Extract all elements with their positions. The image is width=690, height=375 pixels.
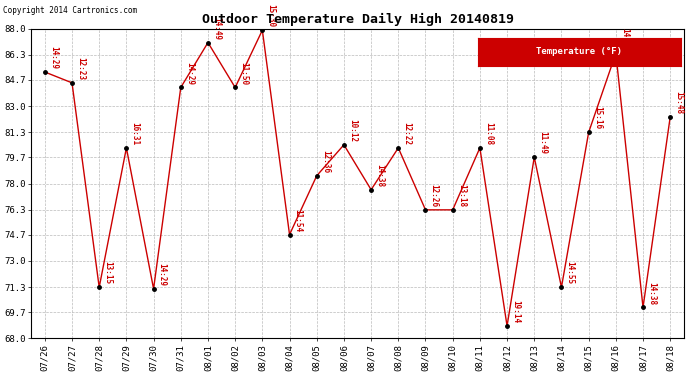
- Text: 16:31: 16:31: [130, 122, 139, 145]
- Text: 14:38: 14:38: [375, 164, 384, 187]
- Text: 14:55: 14:55: [566, 261, 575, 285]
- Text: 19:14: 19:14: [511, 300, 520, 323]
- Text: 14:49: 14:49: [212, 16, 221, 40]
- Text: 11:50: 11:50: [239, 62, 248, 85]
- Text: 13:15: 13:15: [104, 261, 112, 285]
- Text: 11:54: 11:54: [294, 209, 303, 232]
- Title: Outdoor Temperature Daily High 20140819: Outdoor Temperature Daily High 20140819: [201, 13, 513, 26]
- Text: 12:22: 12:22: [402, 122, 411, 145]
- Text: 13:18: 13:18: [457, 184, 466, 207]
- Text: 11:49: 11:49: [538, 131, 547, 154]
- Text: 15:16: 15:16: [593, 106, 602, 130]
- Text: 11:08: 11:08: [484, 122, 493, 145]
- Text: 12:26: 12:26: [430, 184, 439, 207]
- Text: 10:12: 10:12: [348, 119, 357, 142]
- Text: 14:13: 14:13: [620, 27, 629, 51]
- Text: 14:29: 14:29: [49, 46, 58, 69]
- Text: Copyright 2014 Cartronics.com: Copyright 2014 Cartronics.com: [3, 6, 137, 15]
- Text: 14:29: 14:29: [158, 263, 167, 286]
- Text: 12:36: 12:36: [321, 150, 330, 173]
- Text: 12:23: 12:23: [76, 57, 85, 80]
- Text: 14:29: 14:29: [185, 62, 194, 85]
- Text: 15:48: 15:48: [674, 91, 683, 114]
- Text: 15:30: 15:30: [266, 4, 275, 27]
- Text: 14:38: 14:38: [647, 282, 656, 304]
